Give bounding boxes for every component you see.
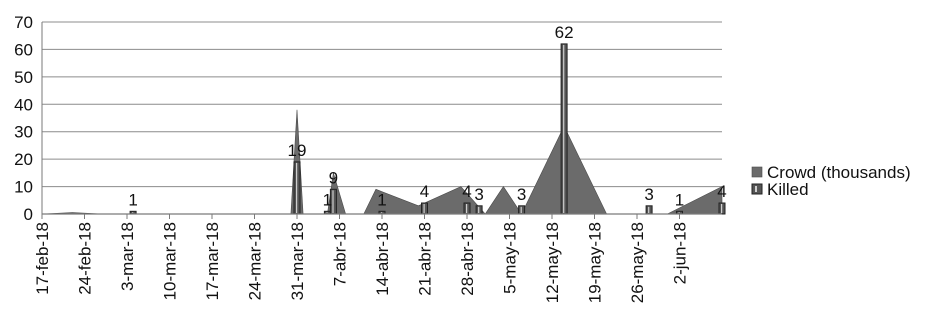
legend-label-killed: Killed	[767, 180, 809, 199]
x-tick-label: 31-mar-18	[288, 222, 307, 300]
killed-data-label: 1	[377, 190, 386, 209]
killed-bar-highlight	[520, 206, 522, 213]
killed-bar-highlight	[466, 204, 468, 213]
killed-data-label: 9	[329, 168, 338, 187]
killed-data-label: 1	[128, 190, 137, 209]
y-tick-label: 60	[14, 40, 33, 59]
killed-data-label: 62	[555, 23, 574, 42]
y-tick-label: 40	[14, 95, 33, 114]
killed-bar-highlight	[132, 212, 134, 213]
x-tick-label: 10-mar-18	[161, 222, 180, 300]
x-tick-label: 24-mar-18	[246, 222, 265, 300]
killed-bar-highlight	[721, 204, 723, 213]
x-tick-label: 3-mar-18	[118, 222, 137, 291]
x-tick-label: 17-feb-18	[33, 222, 52, 295]
killed-bar-highlight	[648, 206, 650, 213]
x-tick-label: 21-abr-18	[416, 222, 435, 296]
axes: 0 10 20 30 40 50 60 70 17-feb-18 24-feb-18 3-mar-1…	[14, 13, 722, 303]
x-tick-label: 5-may-18	[501, 222, 520, 294]
x-tick-label: 26-may-18	[628, 222, 647, 303]
killed-data-label: 1	[323, 190, 332, 209]
x-tick-label: 24-feb-18	[76, 222, 95, 295]
legend-swatch-crowd	[751, 166, 763, 178]
y-tick-label: 70	[14, 13, 33, 32]
x-tick-label: 14-abr-18	[373, 222, 392, 296]
killed-bar-highlight	[326, 212, 328, 213]
killed-bar-highlight	[563, 44, 565, 214]
x-tick-label: 17-mar-18	[203, 222, 222, 300]
gridlines	[42, 21, 722, 188]
killed-bar-highlight	[296, 162, 298, 213]
killed-data-label: 1	[675, 190, 684, 209]
killed-data-label: 3	[644, 185, 653, 204]
x-tick-label: 2-jun-18	[671, 222, 690, 284]
killed-data-label: 19	[288, 141, 307, 160]
y-tick-label: 20	[14, 150, 33, 169]
killed-bar-highlight	[423, 204, 425, 213]
killed-bar-series	[129, 43, 726, 215]
legend-swatch-killed-highlight	[755, 186, 757, 192]
y-tick-label: 50	[14, 68, 33, 87]
x-tick-label: 19-may-18	[586, 222, 605, 303]
killed-data-label: 4	[420, 182, 429, 201]
legend: Crowd (thousands)Killed	[751, 163, 911, 199]
killed-data-label: 3	[474, 185, 483, 204]
killed-bar-highlight	[332, 190, 334, 213]
y-tick-label: 0	[24, 205, 33, 224]
x-tick-label: 12-may-18	[543, 222, 562, 303]
killed-data-label: 4	[717, 182, 726, 201]
x-tick-label: 7-abr-18	[331, 222, 350, 286]
killed-bar-highlight	[678, 212, 680, 213]
killed-bar-highlight	[478, 206, 480, 213]
y-tick-label: 10	[14, 178, 33, 197]
y-tick-label: 30	[14, 123, 33, 142]
killed-data-label: 4	[462, 182, 471, 201]
x-tick-label: 28-abr-18	[458, 222, 477, 296]
killed-data-label: 3	[517, 185, 526, 204]
legend-label-crowd: Crowd (thousands)	[767, 163, 911, 182]
killed-bar-highlight	[381, 212, 383, 213]
